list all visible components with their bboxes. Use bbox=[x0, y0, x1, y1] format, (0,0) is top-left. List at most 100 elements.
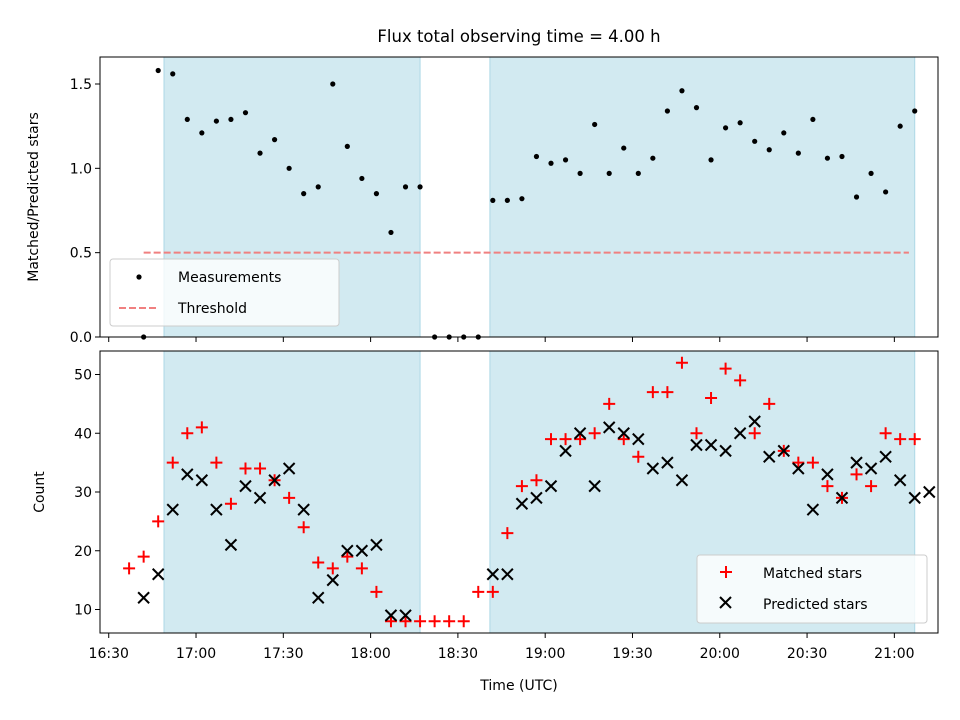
matched-star-point bbox=[457, 615, 470, 628]
predicted-star-point bbox=[864, 462, 878, 475]
measurement-point bbox=[213, 118, 219, 124]
matched-star-point bbox=[239, 462, 252, 475]
y-tick-label: 0.0 bbox=[70, 330, 92, 346]
predicted-star-point bbox=[632, 432, 645, 446]
matched-star-point bbox=[283, 491, 296, 504]
count-y-axis: 10 20 30 40 50 bbox=[74, 368, 100, 619]
measurement-point bbox=[650, 155, 656, 161]
matched-star-point bbox=[763, 397, 776, 410]
predicted-star-point bbox=[530, 491, 543, 505]
predicted-star-point bbox=[646, 462, 660, 475]
predicted-star-point bbox=[137, 591, 150, 604]
x-tick-label: 19:30 bbox=[612, 646, 652, 662]
legend-predicted-marker bbox=[719, 596, 732, 609]
legend-matched-label: Matched stars bbox=[763, 566, 862, 582]
y-tick-label: 1.5 bbox=[70, 77, 92, 93]
predicted-star-point bbox=[384, 609, 398, 622]
predicted-star-point bbox=[515, 497, 529, 510]
matched-star-point bbox=[428, 615, 441, 628]
y-tick-label: 40 bbox=[74, 426, 92, 442]
y-tick-label: 50 bbox=[74, 368, 92, 384]
measurement-point bbox=[795, 150, 801, 156]
matched-star-point bbox=[850, 468, 863, 481]
predicted-star-point bbox=[806, 503, 820, 516]
measurement-point bbox=[592, 121, 598, 128]
matched-star-point bbox=[661, 386, 674, 399]
predicted-star-point bbox=[763, 450, 776, 463]
predicted-star-point bbox=[239, 479, 252, 493]
measurement-point bbox=[635, 170, 641, 176]
predicted-star-point bbox=[690, 438, 703, 452]
measurement-point bbox=[155, 67, 161, 74]
measurement-point bbox=[883, 189, 889, 195]
measurement-point bbox=[810, 116, 816, 123]
legend-predicted-label: Predicted stars bbox=[763, 597, 868, 613]
measurement-point bbox=[286, 165, 292, 171]
predicted-star-point bbox=[893, 474, 907, 487]
predicted-star-point bbox=[268, 474, 281, 487]
predicted-star-point bbox=[370, 538, 383, 552]
matched-star-point bbox=[821, 480, 834, 493]
predicted-star-point bbox=[486, 568, 500, 581]
measurement-point bbox=[548, 160, 554, 166]
matched-star-point bbox=[195, 421, 208, 434]
matched-star-point bbox=[312, 556, 325, 569]
predicted-star-point bbox=[879, 450, 892, 463]
count-panel: 10 20 30 40 50 16:30 17:00 17:30 18:00 18:30 19:0… bbox=[32, 350, 939, 662]
matched-star-point bbox=[675, 356, 688, 369]
predicted-stars-points bbox=[137, 415, 936, 622]
matched-star-point bbox=[399, 615, 412, 628]
measurement-point bbox=[490, 197, 496, 203]
measurement-point bbox=[722, 125, 729, 131]
measurement-point bbox=[752, 138, 758, 144]
matched-star-point bbox=[355, 562, 368, 575]
measurement-point bbox=[839, 153, 845, 160]
matched-stars-points bbox=[123, 356, 921, 628]
predicted-star-point bbox=[661, 456, 674, 469]
predicted-star-point bbox=[282, 462, 296, 475]
x-tick-label: 17:00 bbox=[176, 646, 216, 662]
measurements-points bbox=[141, 67, 918, 340]
measurement-point bbox=[621, 145, 627, 151]
matched-star-point bbox=[705, 392, 718, 404]
matched-star-point bbox=[806, 456, 819, 469]
x-tick-label: 20:30 bbox=[787, 646, 827, 662]
measurement-point bbox=[301, 191, 307, 197]
matched-star-point bbox=[748, 427, 761, 440]
x-tick-label: 18:30 bbox=[438, 646, 478, 662]
matched-star-point bbox=[734, 374, 747, 387]
observing-span-2 bbox=[489, 56, 916, 338]
predicted-star-point bbox=[748, 415, 761, 428]
matched-star-point bbox=[166, 456, 179, 469]
matched-star-point bbox=[646, 386, 659, 399]
y-tick-label: 20 bbox=[74, 544, 92, 560]
matched-star-point bbox=[472, 585, 485, 598]
ratio-x-axis bbox=[108, 337, 895, 342]
measurement-point bbox=[402, 184, 409, 190]
predicted-star-point bbox=[151, 568, 165, 581]
matched-star-point bbox=[152, 515, 165, 528]
measurement-point bbox=[708, 157, 714, 163]
measurement-point bbox=[271, 137, 278, 143]
ratio-panel: 0.0 0.5 1.0 1.5 Matched/Predicted stars Mea… bbox=[26, 56, 939, 346]
y-tick-label: 10 bbox=[74, 603, 92, 619]
predicted-star-point bbox=[850, 456, 863, 469]
measurement-point bbox=[679, 88, 685, 94]
legend-measurements-marker bbox=[136, 274, 142, 280]
matched-star-point bbox=[443, 615, 456, 628]
measurement-point bbox=[693, 105, 700, 111]
y-tick-label: 1.0 bbox=[70, 161, 92, 177]
ratio-y-axis-label: Matched/Predicted stars bbox=[26, 112, 42, 282]
ratio-legend-box bbox=[109, 258, 340, 327]
measurement-point bbox=[562, 157, 569, 163]
measurement-point bbox=[228, 116, 234, 123]
matched-star-point bbox=[574, 433, 587, 446]
observing-span-1 bbox=[163, 350, 421, 634]
matched-star-point bbox=[588, 427, 601, 440]
ratio-y-axis: 0.0 0.5 1.0 1.5 bbox=[70, 77, 100, 346]
predicted-star-point bbox=[355, 544, 369, 557]
ratio-legend: Measurements Threshold bbox=[109, 258, 340, 327]
matched-star-point bbox=[210, 456, 223, 469]
measurement-point bbox=[504, 197, 510, 203]
predicted-star-point bbox=[602, 421, 616, 434]
